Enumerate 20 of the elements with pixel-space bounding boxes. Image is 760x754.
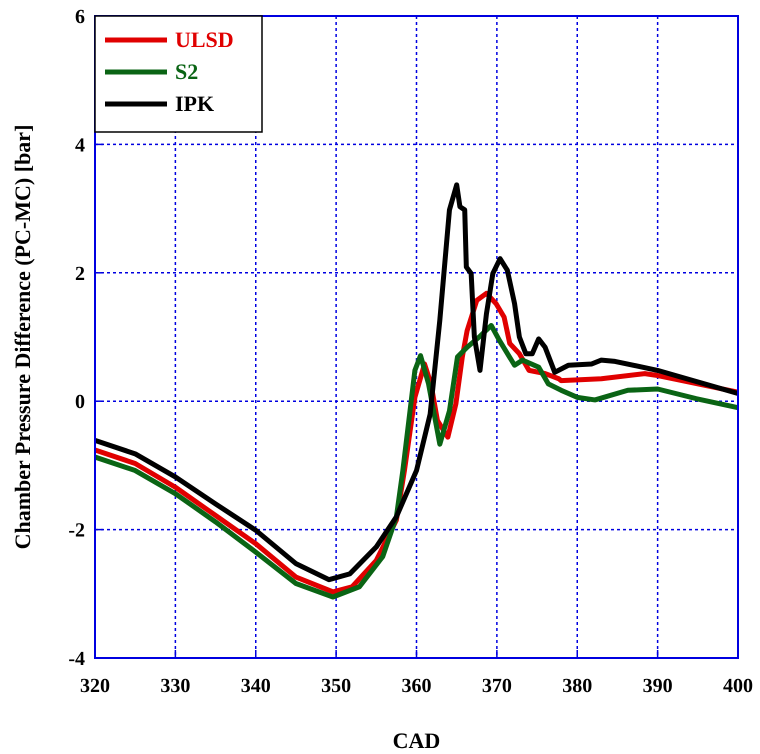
legend-label: ULSD — [175, 27, 234, 52]
legend-label: S2 — [175, 59, 198, 84]
y-tick-label: 2 — [75, 262, 85, 285]
x-tick-label: 360 — [402, 675, 432, 697]
y-tick-label: 6 — [75, 6, 85, 28]
x-tick-label: 320 — [80, 675, 110, 697]
legend-label: IPK — [175, 91, 214, 116]
x-tick-label: 330 — [160, 675, 190, 697]
x-tick-label: 340 — [240, 675, 271, 697]
x-tick-label: 400 — [723, 675, 753, 697]
x-axis-title: CAD — [392, 728, 440, 753]
x-tick-label: 380 — [562, 675, 592, 697]
x-tick-label: 370 — [482, 675, 512, 697]
y-tick-label: 0 — [75, 391, 85, 414]
x-tick-label: 390 — [642, 675, 673, 697]
y-tick-label: 4 — [75, 134, 85, 156]
y-tick-label: -4 — [68, 648, 85, 670]
x-tick-label: 350 — [321, 675, 352, 697]
y-axis-title: Chamber Pressure Difference (PC-MC) [bar] — [10, 124, 35, 550]
y-tick-label: -2 — [68, 520, 85, 542]
